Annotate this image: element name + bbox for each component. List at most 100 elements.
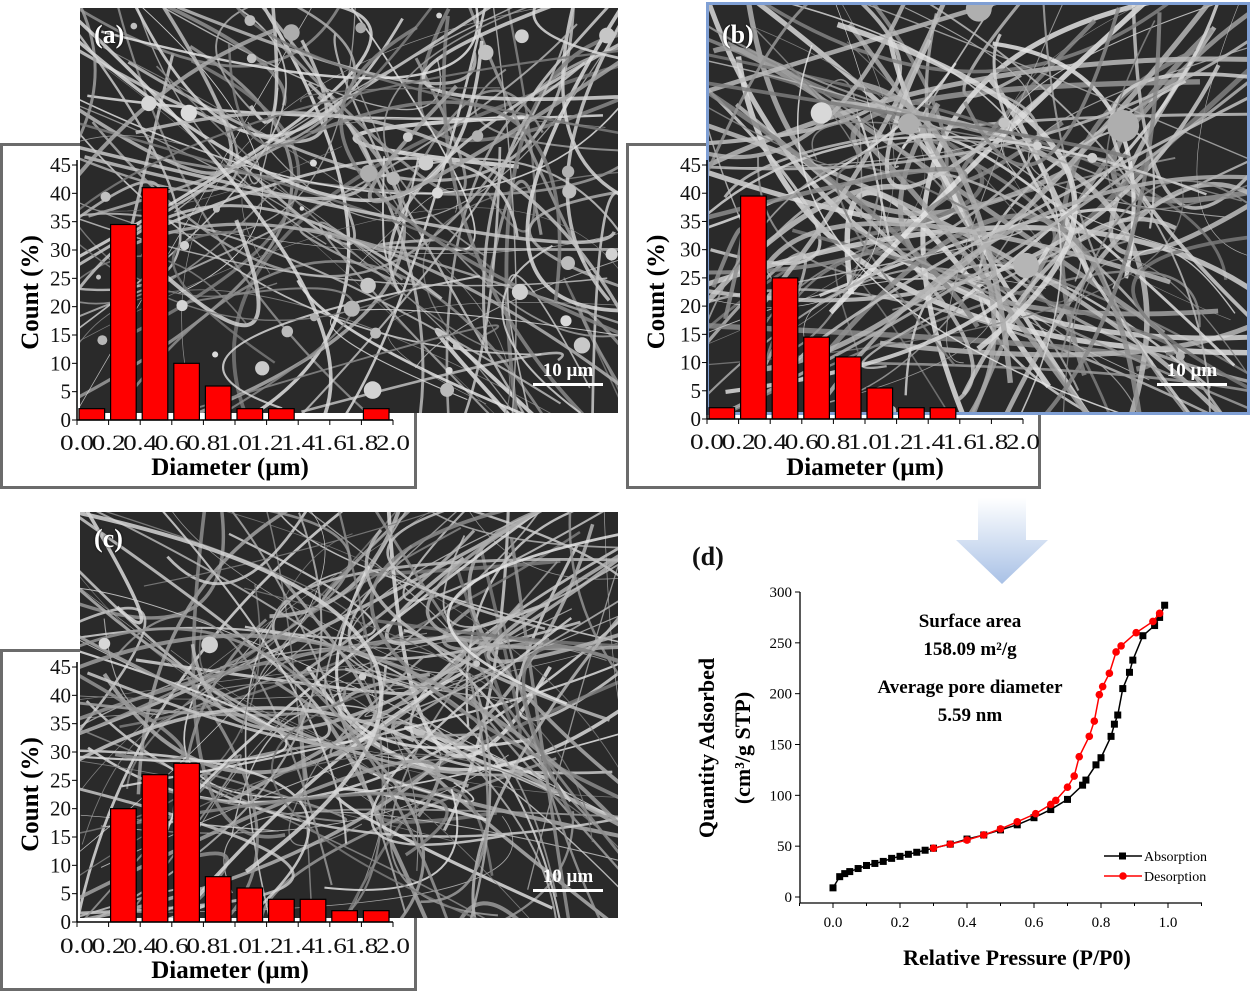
fiber	[80, 587, 523, 777]
data-point	[1129, 656, 1137, 664]
fiber	[80, 28, 276, 177]
fiber	[386, 512, 552, 759]
fiber	[176, 324, 500, 413]
fiber	[80, 19, 333, 413]
bead	[309, 159, 317, 167]
bead	[573, 337, 591, 354]
panel-label-c: (c)	[94, 524, 123, 553]
fiber	[797, 44, 1120, 412]
legend-marker	[1119, 852, 1126, 860]
bead	[465, 204, 470, 209]
fiber	[563, 277, 618, 398]
fiber	[709, 40, 1247, 171]
fiber	[568, 512, 618, 676]
fiber	[215, 8, 267, 125]
fiber	[80, 706, 415, 762]
data-point	[1051, 796, 1060, 805]
data-point	[1070, 772, 1078, 780]
bead	[255, 361, 270, 376]
fiber	[166, 512, 308, 585]
bead	[97, 335, 108, 346]
bead	[281, 325, 294, 338]
fiber	[527, 190, 618, 288]
sem-texture	[709, 5, 1247, 412]
bead	[180, 104, 197, 122]
bead	[358, 672, 367, 681]
fiber	[471, 616, 618, 918]
fiber	[171, 230, 276, 364]
bead	[355, 22, 367, 34]
data-point	[1013, 817, 1022, 826]
fiber	[709, 5, 997, 93]
fiber	[975, 279, 1150, 381]
data-point	[1030, 814, 1038, 822]
data-point	[1063, 783, 1072, 791]
data-point	[1098, 682, 1107, 691]
fiber	[241, 533, 353, 734]
bead	[201, 636, 218, 654]
bead	[561, 256, 575, 271]
data-point	[1139, 632, 1147, 640]
bead	[452, 342, 460, 349]
fiber	[249, 8, 279, 124]
data-point	[1105, 669, 1114, 678]
y-axis-title-line2: (cm³/g STP)	[730, 692, 755, 804]
fiber	[364, 528, 611, 722]
bead	[471, 130, 484, 142]
bead	[560, 315, 572, 327]
annotation: Surface area	[919, 611, 1022, 632]
fiber	[467, 694, 618, 870]
bead	[283, 24, 300, 41]
data-point	[1161, 601, 1169, 609]
fiber	[80, 145, 616, 245]
fiber	[166, 8, 287, 106]
fiber	[80, 587, 610, 816]
bead	[98, 637, 111, 650]
fiber	[469, 512, 618, 580]
series-line-absorption	[832, 604, 1166, 889]
fiber	[370, 617, 573, 846]
bead	[1087, 152, 1098, 164]
data-point	[863, 861, 870, 869]
bead	[130, 22, 138, 30]
fiber	[80, 50, 618, 211]
scale-bar-label: 10 µm	[1166, 360, 1218, 381]
data-point	[1112, 648, 1120, 656]
fiber	[102, 602, 522, 775]
fiber	[709, 81, 1133, 162]
fiber	[504, 33, 618, 413]
fiber	[80, 132, 542, 356]
fiber	[80, 512, 384, 874]
fiber	[80, 40, 484, 203]
fiber	[117, 792, 449, 857]
y-axis-title-line1: Quantity Adsorbed	[694, 658, 719, 838]
data-point	[904, 850, 912, 858]
fiber	[191, 512, 286, 839]
fiber	[80, 627, 448, 918]
data-point	[1031, 809, 1040, 818]
fiber	[89, 146, 342, 212]
sem-image-a	[80, 8, 618, 413]
fiber	[80, 8, 97, 139]
fiber	[80, 753, 618, 876]
bead	[246, 53, 257, 64]
bead	[511, 283, 528, 300]
fiber	[1106, 20, 1247, 210]
fiber	[456, 253, 618, 338]
fiber	[301, 8, 575, 413]
fiber	[152, 668, 558, 897]
fiber	[222, 275, 481, 410]
fiber	[963, 7, 1121, 167]
fiber	[961, 216, 1177, 396]
fiber	[80, 575, 380, 751]
fiber	[391, 720, 618, 918]
fiber	[374, 512, 618, 854]
fiber	[521, 644, 618, 822]
bead	[179, 240, 190, 251]
fiber	[527, 564, 618, 890]
fiber	[441, 15, 585, 413]
fiber	[425, 512, 618, 651]
bead	[418, 155, 434, 171]
fiber	[367, 60, 618, 204]
fiber	[836, 21, 1078, 352]
